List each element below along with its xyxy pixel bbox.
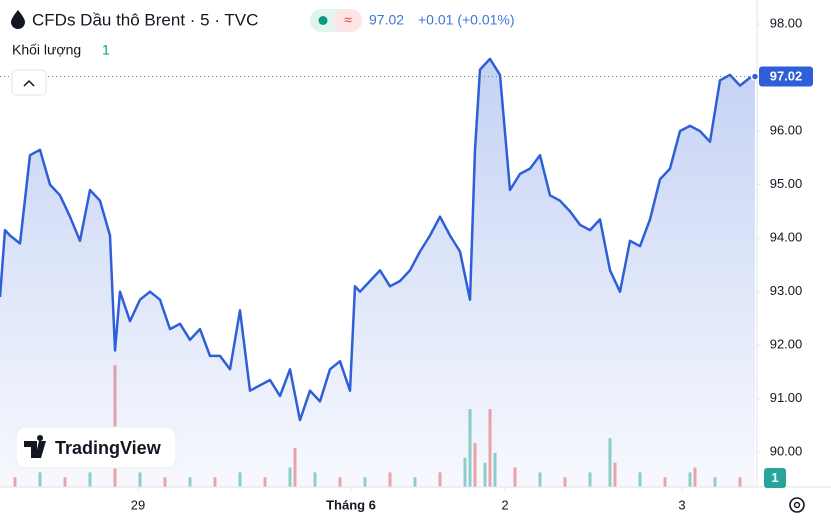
chevron bbox=[23, 79, 35, 87]
price: 97.02 bbox=[369, 12, 404, 28]
y-tick-label: 93.00 bbox=[770, 283, 803, 298]
y-tick-label: 96.00 bbox=[770, 123, 803, 138]
brand-box bbox=[15, 426, 177, 469]
last-point bbox=[750, 72, 760, 81]
settings-icon[interactable] bbox=[789, 497, 805, 513]
x-tick-label: 3 bbox=[678, 497, 685, 512]
price-badge bbox=[759, 66, 813, 87]
settings-icon bbox=[793, 501, 801, 509]
collapse-button[interactable] bbox=[11, 69, 47, 96]
x-tick-label: Tháng 6 bbox=[326, 497, 376, 512]
y-tick-label: 91.00 bbox=[770, 390, 803, 405]
brand-logo bbox=[24, 435, 46, 458]
area bbox=[0, 58, 755, 488]
brand: TradingView bbox=[55, 438, 162, 458]
y-tick-label: 95.00 bbox=[770, 176, 803, 191]
x-tick-label: 2 bbox=[501, 497, 508, 512]
status-icon: ≈ bbox=[344, 12, 352, 28]
change: +0.01 (+0.01%) bbox=[418, 12, 515, 28]
volume-length: 1 bbox=[102, 42, 110, 58]
x-tick-label: 29 bbox=[131, 497, 145, 512]
volume-badge bbox=[764, 468, 786, 488]
chart-title: CFDs Dầu thô Brent · 5 · TVC bbox=[32, 10, 258, 29]
line bbox=[0, 57, 756, 422]
symbol-icon bbox=[11, 10, 25, 29]
volume-title: Khối lượng bbox=[12, 42, 81, 58]
price-badge-label: 97.02 bbox=[770, 68, 803, 83]
status-pill bbox=[334, 9, 362, 32]
y-tick-label: 90.00 bbox=[770, 444, 803, 459]
y-tick-label: 94.00 bbox=[770, 230, 803, 245]
status-dot bbox=[318, 16, 328, 25]
volume-badge-label: 1 bbox=[771, 470, 778, 485]
plot bbox=[0, 57, 757, 488]
y-tick-label: 98.00 bbox=[770, 16, 803, 31]
y-tick-label: 92.00 bbox=[770, 337, 803, 352]
